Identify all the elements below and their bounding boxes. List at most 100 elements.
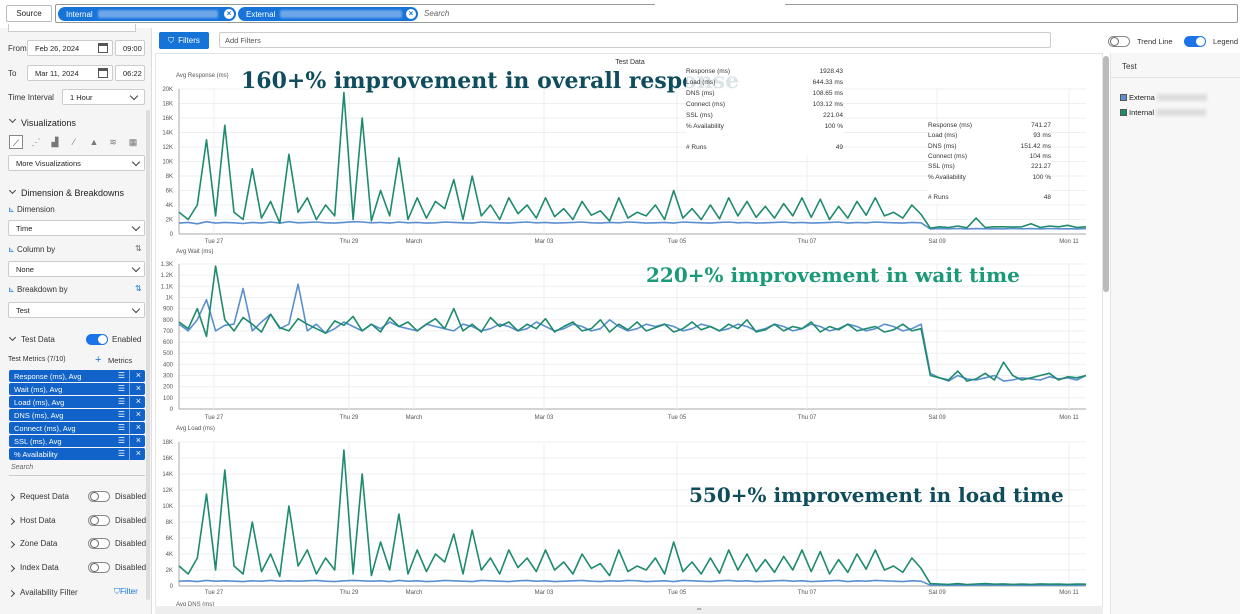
expand-caret-icon[interactable] xyxy=(7,493,16,502)
metric-chip[interactable]: Wait (ms), Avg ☰ × xyxy=(9,383,145,395)
toggle-knob xyxy=(98,335,107,344)
section-status: Disabled xyxy=(115,539,147,548)
expand-caret-icon[interactable] xyxy=(7,540,16,549)
collapse-caret-icon[interactable] xyxy=(8,115,17,124)
source-select[interactable]: Internal × External × Search xyxy=(55,4,1238,23)
chip-external[interactable]: External × xyxy=(238,7,418,21)
tune-icon[interactable]: ☰ xyxy=(117,436,125,445)
x-tick-label: Mar 03 xyxy=(535,590,554,596)
from-time-input[interactable]: 09:00 xyxy=(115,40,145,56)
metric-chip[interactable]: Connect (ms), Avg ☰ × xyxy=(9,422,145,434)
stacked-chart-icon[interactable]: ≋ xyxy=(109,137,117,147)
y-tick-label: 600 xyxy=(163,340,174,346)
metric-chip[interactable]: % Availability ☰ × xyxy=(9,448,145,460)
section-toggle[interactable] xyxy=(88,514,110,526)
metric-chip[interactable]: Load (ms), Avg ☰ × xyxy=(9,396,145,408)
calendar-icon[interactable] xyxy=(98,43,108,53)
expand-caret-icon[interactable] xyxy=(7,517,16,525)
x-tick-label: Mar 03 xyxy=(535,415,554,421)
remove-external-icon[interactable]: × xyxy=(406,9,416,19)
metric-chip[interactable]: SSL (ms), Avg ☰ × xyxy=(9,435,145,447)
tune-icon[interactable]: ☰ xyxy=(117,449,125,458)
add-filters-input[interactable]: Add Filters xyxy=(219,32,1051,48)
test-metrics-label: Test Metrics (7/10) xyxy=(8,356,66,363)
chart-scrollbar[interactable] xyxy=(1103,56,1109,292)
y-axis-label: Avg Load (ms) xyxy=(176,426,215,432)
tooltip-row: SSL (ms) 221.04 xyxy=(686,112,843,122)
tune-icon[interactable]: ☰ xyxy=(117,397,125,406)
collapse-caret-icon[interactable] xyxy=(8,186,17,195)
time-interval-value: 1 Hour xyxy=(70,92,93,102)
tooltip-key: Response (ms) xyxy=(686,68,731,75)
add-icon[interactable]: + xyxy=(95,354,102,366)
remove-metric-icon[interactable]: × xyxy=(135,422,141,432)
tune-icon[interactable]: ☰ xyxy=(117,423,125,432)
more-visualizations-select[interactable]: More Visualizations xyxy=(8,155,145,171)
tune-icon[interactable]: ☰ xyxy=(117,371,125,380)
remove-metric-icon[interactable]: × xyxy=(135,370,141,380)
sort-icon[interactable]: ⇅ xyxy=(135,284,142,293)
section-toggle[interactable] xyxy=(88,538,110,549)
area-chart-icon[interactable]: ▲ xyxy=(89,137,99,147)
remove-metric-icon[interactable]: × xyxy=(135,448,141,458)
legend-item-label: Internal xyxy=(1129,108,1155,117)
from-date-input[interactable]: Feb 26, 2024 xyxy=(27,40,113,56)
metric-chip[interactable]: Response (ms), Avg ☰ × xyxy=(9,370,145,382)
table-icon[interactable]: ▦ xyxy=(128,137,138,147)
remove-internal-icon[interactable]: × xyxy=(224,9,234,19)
breakdown-by-select[interactable]: Test xyxy=(8,302,145,318)
redacted-text xyxy=(655,0,785,5)
section-toggle[interactable] xyxy=(88,491,110,502)
source-button[interactable]: Source xyxy=(6,5,52,22)
tune-icon[interactable]: ☰ xyxy=(117,410,125,419)
column-by-select[interactable]: None xyxy=(8,261,145,277)
time-interval-select[interactable]: 1 Hour xyxy=(62,89,145,105)
filter-link[interactable]: ⛉Filter xyxy=(114,587,138,597)
add-metrics-button[interactable]: Metrics xyxy=(108,356,133,365)
remove-metric-icon[interactable]: × xyxy=(135,409,141,419)
divider xyxy=(129,448,130,460)
bar-chart-icon[interactable]: ▟ xyxy=(51,137,59,147)
legend-toggle[interactable] xyxy=(1184,36,1206,47)
filters-button[interactable]: ⛉ Filters xyxy=(159,32,209,49)
section-toggle[interactable] xyxy=(88,561,110,573)
calendar-icon[interactable] xyxy=(98,68,108,78)
tune-icon[interactable]: ☰ xyxy=(117,384,125,393)
expand-caret-icon[interactable] xyxy=(7,589,16,598)
trend-chart-icon[interactable]: ⁄ xyxy=(73,137,75,147)
to-time-input[interactable]: 06:22 xyxy=(115,65,145,81)
metric-chip[interactable]: DNS (ms), Avg ☰ × xyxy=(9,409,145,421)
y-tick-label: 8K xyxy=(166,520,173,526)
metric-search-input[interactable]: Search xyxy=(11,464,34,471)
expand-caret-icon[interactable] xyxy=(7,564,16,572)
sidebar-scrollbar[interactable] xyxy=(146,110,150,600)
drag-handle-icon[interactable]: ═ xyxy=(697,607,702,613)
collapse-caret-icon[interactable] xyxy=(8,333,17,342)
x-tick-label: Tue 05 xyxy=(668,415,687,421)
y-tick-label: 800 xyxy=(163,318,174,324)
legend-item[interactable]: Internal xyxy=(1120,108,1207,117)
dimension-select[interactable]: Time xyxy=(8,220,145,236)
time-interval-label: Time Interval xyxy=(8,93,54,102)
trend-line-toggle[interactable] xyxy=(1108,36,1130,47)
remove-metric-icon[interactable]: × xyxy=(135,435,141,445)
scatter-chart-icon[interactable]: ⋰ xyxy=(31,137,41,147)
y-axis-label: Avg DNS (ms) xyxy=(176,602,214,608)
test-data-toggle[interactable] xyxy=(86,334,108,345)
source-search-input[interactable]: Search xyxy=(424,9,450,18)
legend-item[interactable]: Externa xyxy=(1120,93,1207,102)
remove-metric-icon[interactable]: × xyxy=(135,396,141,406)
remove-metric-icon[interactable]: × xyxy=(135,383,141,393)
sort-icon[interactable]: ⇅ xyxy=(135,244,142,253)
bottom-resize-bar[interactable]: ═ xyxy=(155,606,1103,614)
to-date-input[interactable]: Mar 11, 2024 xyxy=(27,65,113,81)
series-line-internal xyxy=(178,449,1087,586)
x-tick-label: Tue 27 xyxy=(205,590,224,596)
line-chart-icon[interactable]: ⟋ xyxy=(9,135,23,149)
redacted-text xyxy=(1156,109,1207,116)
chip-internal[interactable]: Internal × xyxy=(58,7,236,21)
to-date-value: Mar 11, 2024 xyxy=(35,68,79,78)
legend-swatch xyxy=(1120,94,1127,101)
charts-svg[interactable]: Test Data Avg Response (ms) 0 2K 4K 6K 8K 10K 12… xyxy=(156,54,1103,609)
legend-panel: Test Externa Internal xyxy=(1110,53,1240,614)
